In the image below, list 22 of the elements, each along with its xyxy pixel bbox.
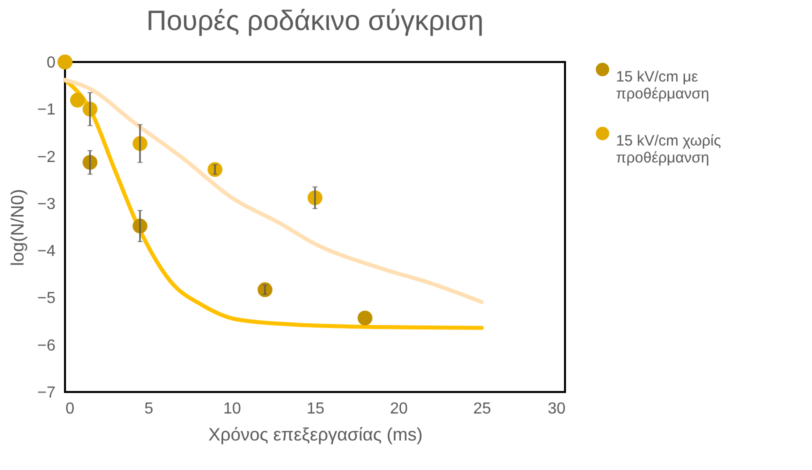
x-tick-label: 10 (223, 400, 242, 418)
y-tick-label: 0 (46, 54, 56, 72)
chart-title: Πουρές ροδάκινο σύγκριση (146, 5, 484, 36)
y-tick-label: −3 (37, 196, 56, 213)
point (358, 310, 372, 326)
x-tick-label: 25 (473, 400, 492, 418)
legend-label: 15 kV/cm με προθέρμανση (616, 68, 710, 102)
y-tick-label: −5 (37, 290, 56, 308)
point (70, 92, 85, 108)
y-axis-title: log(N/N0) (7, 188, 28, 266)
y-tick-label: −1 (37, 102, 56, 119)
x-tick-label: 15 (306, 400, 324, 418)
y-tick-label: −4 (37, 243, 56, 260)
x-tick-label: 0 (66, 400, 74, 418)
y-tick-label: −7 (37, 384, 56, 402)
x-tick-label: 20 (390, 400, 408, 418)
x-axis-title: Χρόνος επεξεργασίας (ms) (208, 424, 423, 444)
x-tick-label: 30 (548, 400, 566, 418)
x-tick-label: 5 (144, 400, 154, 418)
y-tick-label: −6 (37, 337, 56, 354)
y-tick-label: −2 (37, 148, 56, 166)
legend-label: 15 kV/cm χωρίς προθέρμανση (616, 132, 721, 166)
